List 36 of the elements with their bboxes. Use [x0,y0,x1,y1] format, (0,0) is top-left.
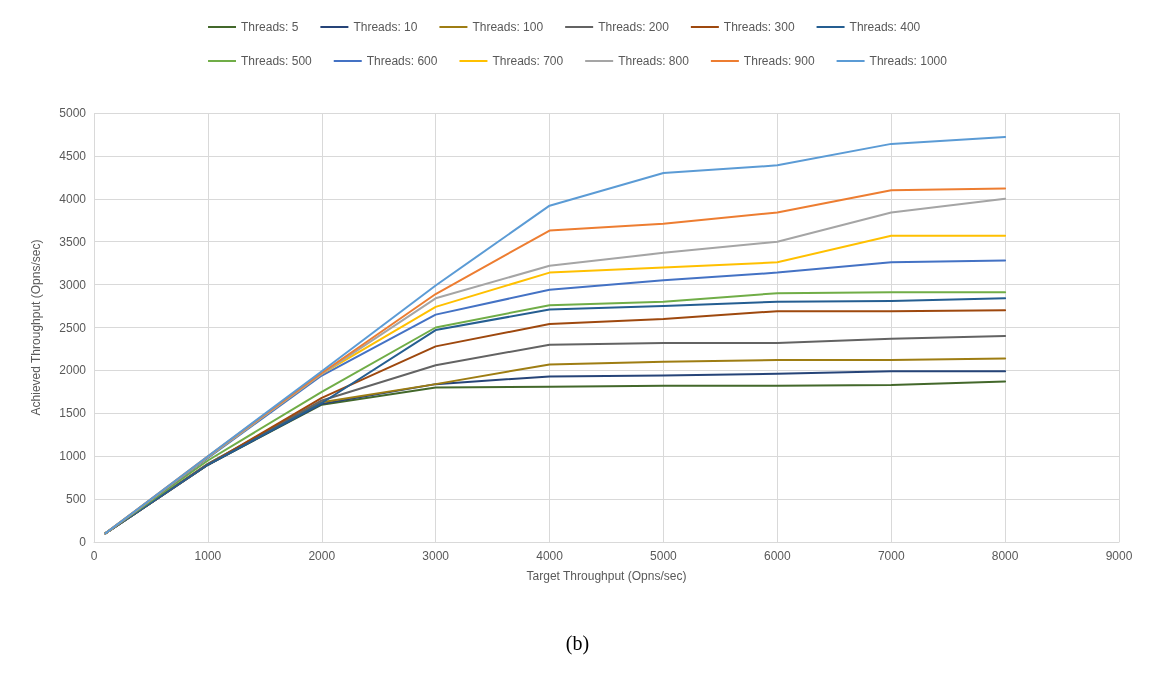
y-tick-label: 2000 [59,363,87,378]
x-tick-label: 3000 [422,549,450,563]
legend-label: Threads: 600 [366,54,438,68]
y-tick-label: 1000 [59,449,87,464]
x-tick-label: 5000 [650,549,678,563]
x-tick-label: 8000 [991,549,1019,563]
y-tick-label: 2500 [59,320,87,335]
x-tick-label: 2000 [308,549,336,563]
legend-label: Threads: 500 [241,54,313,68]
x-tick-label: 7000 [877,549,905,563]
legend-label: Threads: 10 [353,20,418,34]
legend-label: Threads: 1000 [869,54,948,68]
y-tick-label: 3500 [59,234,87,249]
legend-label: Threads: 400 [849,20,921,34]
legend-label: Threads: 100 [472,20,544,34]
y-tick-label: 4500 [59,148,87,163]
legend-label: Threads: 700 [492,54,564,68]
y-tick-label: 4000 [59,191,87,206]
y-tick-label: 0 [79,535,87,549]
legend-label: Threads: 300 [723,20,795,34]
x-tick-label: 9000 [1105,549,1133,563]
x-tick-label: 6000 [763,549,791,563]
x-tick-label: 1000 [194,549,222,563]
x-tick-label: 4000 [536,549,564,563]
x-axis-title: Target Throughput (Opns/sec) [526,569,687,583]
y-tick-label: 5000 [59,106,87,120]
y-tick-label: 1500 [59,406,87,421]
legend-label: Threads: 800 [618,54,690,68]
legend-label: Threads: 5 [241,20,299,34]
y-tick-label: 3000 [59,277,87,292]
x-tick-label: 0 [90,549,98,563]
legend-label: Threads: 900 [743,54,815,68]
text: (b) [565,632,590,655]
y-axis-title: Achieved Throughput (Opns/sec) [29,239,43,416]
legend-label: Threads: 200 [598,20,670,34]
y-tick-label: 500 [65,492,87,507]
